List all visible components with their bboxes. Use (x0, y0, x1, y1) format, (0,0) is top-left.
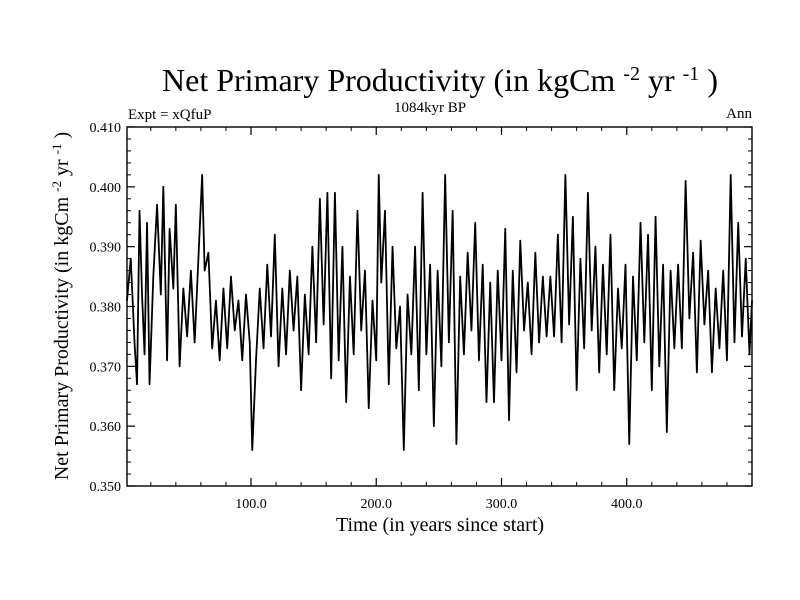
season-label: Ann (726, 106, 752, 122)
y-tick-label: 0.410 (90, 121, 122, 136)
chart-subtitle: 1084kyr BP (394, 100, 466, 116)
tick-labels-layer: 100.0 200.0 300.0 400.0 0.350 0.360 0.370 0.380… (90, 121, 643, 512)
chart-title-sup2: -1 (683, 63, 700, 85)
y-axis-label: Net Primary Productivity (in kgCm -2 yr … (49, 132, 74, 480)
x-tick-label: 300.0 (486, 497, 518, 512)
chart-title-main: Net Primary Productivity (in kgCm (162, 62, 615, 98)
x-tick-label: 100.0 (235, 497, 267, 512)
series-layer (126, 173, 753, 452)
y-axis-label-main: Net Primary Productivity (in kgCm (51, 196, 73, 480)
y-tick-label: 0.370 (90, 360, 122, 375)
chart-title-sup1: -2 (623, 63, 640, 85)
experiment-label: Expt = xQfuP (128, 107, 211, 123)
y-axis-label-mid: yr (51, 159, 73, 176)
x-axis-label: Time (in years since start) (336, 514, 544, 536)
y-axis-label-end: ) (51, 132, 73, 139)
ticks-layer (127, 126, 752, 487)
y-tick-label: 0.380 (90, 301, 122, 316)
y-tick-label: 0.390 (90, 241, 122, 256)
y-axis-label-sup2: -1 (49, 144, 64, 155)
npp-series-line (126, 173, 753, 452)
x-tick-label: 400.0 (611, 497, 643, 512)
chart-title: Net Primary Productivity (in kgCm -2 yr … (162, 62, 718, 98)
y-tick-label: 0.400 (90, 181, 122, 196)
chart-title-mid: yr (648, 62, 675, 98)
chart-title-end: ) (707, 62, 718, 98)
y-tick-label: 0.360 (90, 420, 122, 435)
y-axis-label-sup1: -2 (49, 181, 64, 192)
x-tick-label: 200.0 (360, 497, 392, 512)
y-tick-label: 0.350 (90, 480, 122, 495)
